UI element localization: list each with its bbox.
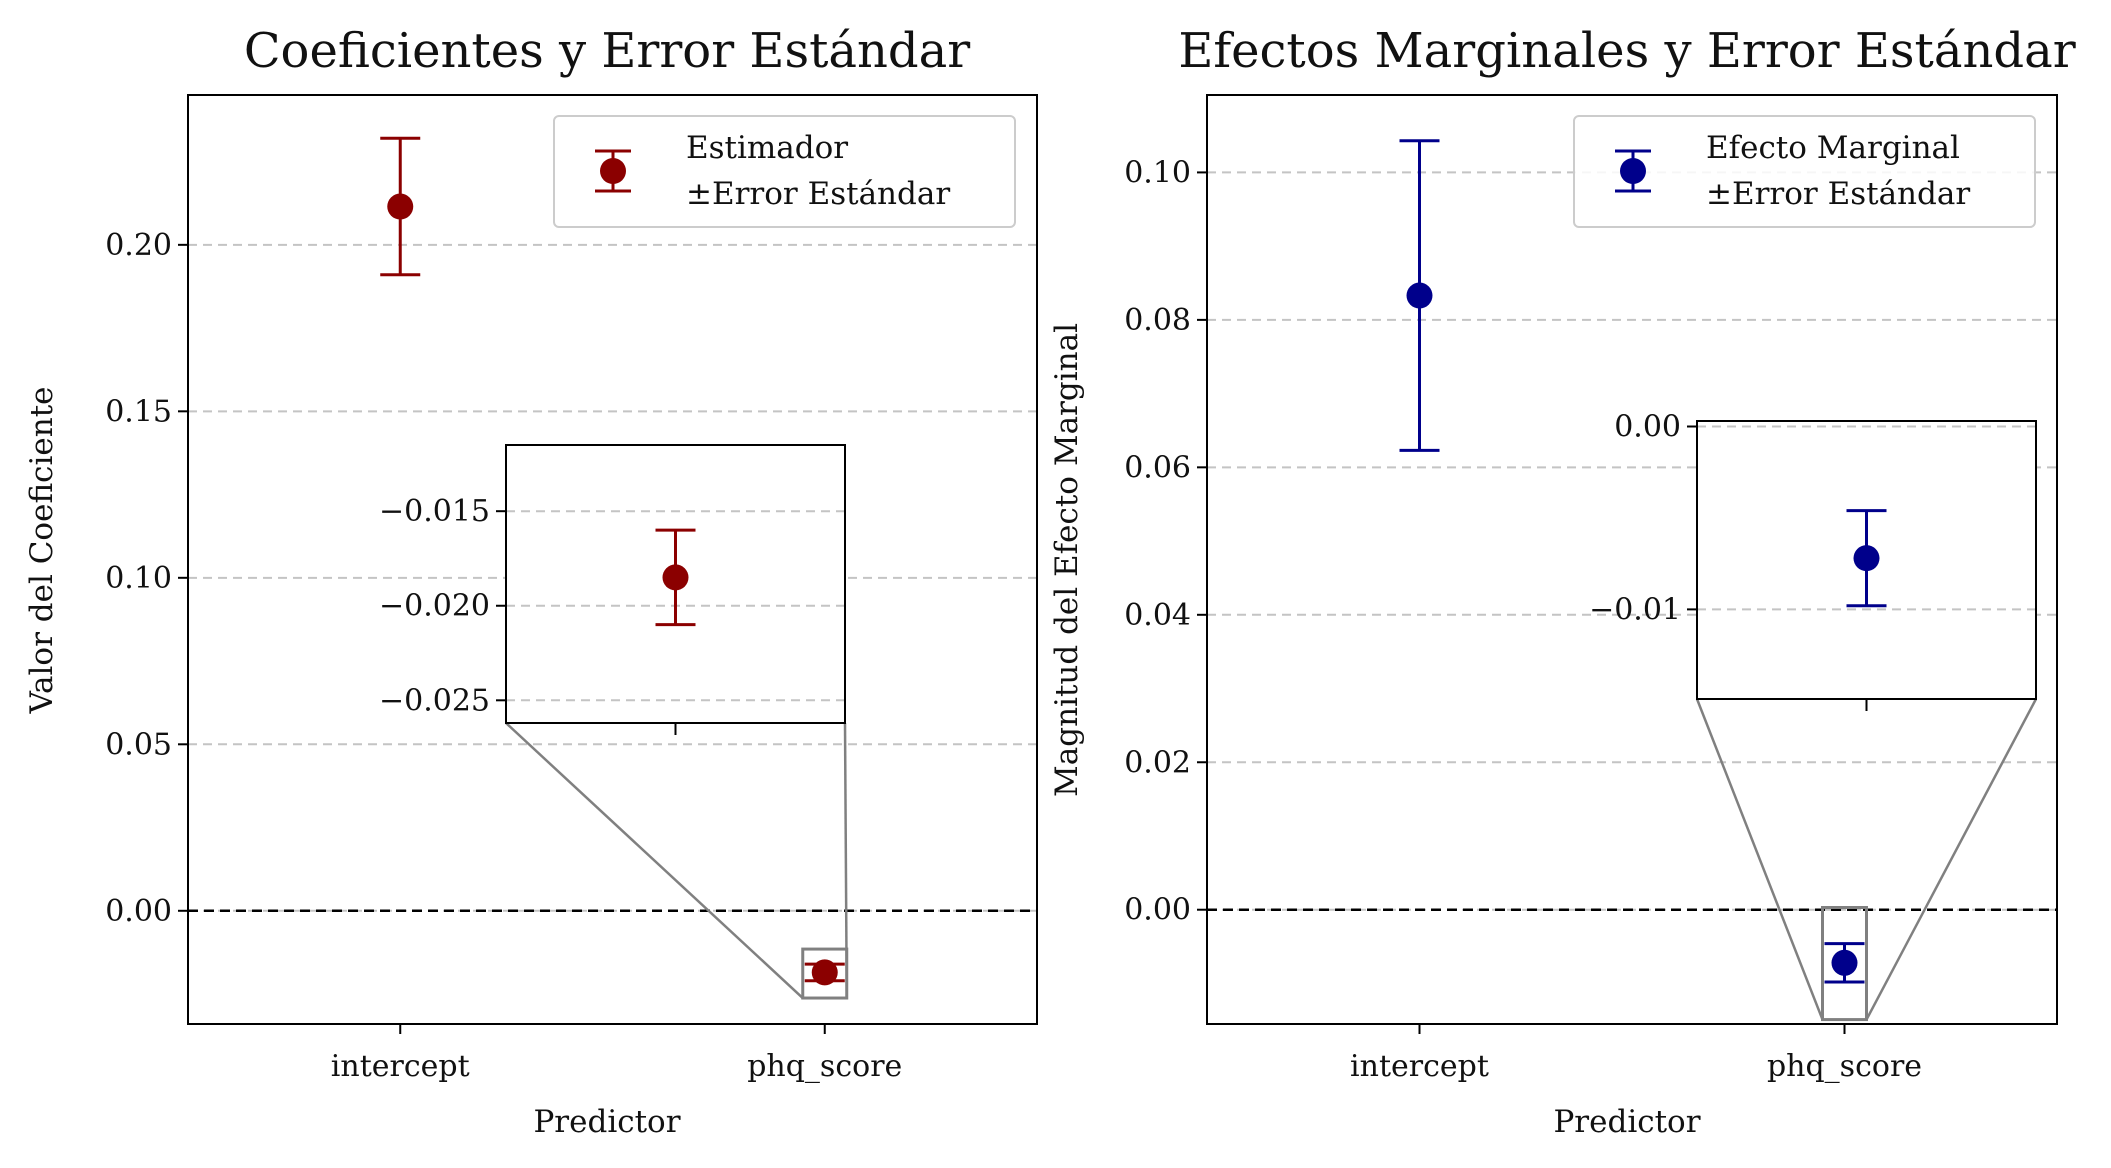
marginal-effects-axes-frame xyxy=(1206,94,2058,1025)
coefficients-legend-marker xyxy=(595,149,631,193)
marginal-effects-ytick-label: 0.08 xyxy=(1124,303,1191,338)
marginal-effects-errorbar xyxy=(1824,942,1865,984)
coefficients-x-ticks: intercept phq_score xyxy=(331,1024,902,1084)
marginal-effects-legend-label-1: Efecto Marginal xyxy=(1706,130,1960,166)
marginal-effects-y-ticks: 0.00 0.02 0.04 0.06 0.08 0.10 xyxy=(1124,155,1207,928)
marginal-effects-ytick-label: 0.00 xyxy=(1124,893,1191,928)
coefficients-ylabel: Valor del Coeficiente xyxy=(24,386,60,714)
coefficients-inset-ytick-label: −0.025 xyxy=(379,683,490,718)
coefficients-ytick-label: 0.15 xyxy=(105,394,172,429)
coefficients-series xyxy=(380,136,845,986)
coefficients-inset-errorbar xyxy=(655,528,696,627)
coefficients-ytick-label: 0.20 xyxy=(105,228,172,263)
marginal-effects-point xyxy=(1406,282,1433,309)
coefficients-inset: −0.015 −0.020 −0.025 xyxy=(379,444,846,735)
marginal-effects-inset: 0.00 −0.01 xyxy=(1589,409,2037,711)
coefficients-xtick-label: phq_score xyxy=(747,1049,902,1084)
marginal-effects-xtick-label: intercept xyxy=(1350,1049,1489,1084)
marginal-effects-inset-ytick-label: 0.00 xyxy=(1614,409,1681,444)
coefficients-inset-frame xyxy=(505,444,846,724)
marginal-effects-legend-box xyxy=(1573,115,2036,228)
coefficients-errorbar xyxy=(804,959,845,986)
marginal-effects-xtick-label: phq_score xyxy=(1767,1049,1922,1084)
coefficients-zoom-indicator xyxy=(505,722,849,1000)
coefficients-panel: Coeficientes y Error Estándar Predictor … xyxy=(24,23,1038,1140)
marginal-effects-point xyxy=(1831,949,1858,976)
coefficients-y-ticks: 0.00 0.05 0.10 0.15 0.20 xyxy=(105,228,188,929)
marginal-effects-connector-line xyxy=(1865,698,2038,1021)
marginal-effects-zoom-box xyxy=(1821,906,1868,1022)
coefficients-connector-line xyxy=(843,722,848,999)
coefficients-legend-box xyxy=(553,115,1016,228)
marginal-effects-inset-point xyxy=(1853,545,1880,572)
marginal-effects-legend: Efecto Marginal ±Error Estándar xyxy=(1573,115,2036,228)
coefficients-connector-line xyxy=(505,722,804,999)
marginal-effects-ytick-label: 0.10 xyxy=(1124,155,1191,190)
marginal-effects-series xyxy=(1399,139,1865,984)
marginal-effects-inset-ytick-label: −0.01 xyxy=(1589,592,1681,627)
coefficients-legend-label-2: ±Error Estándar xyxy=(686,176,950,212)
marginal-effects-x-ticks: intercept phq_score xyxy=(1350,1024,1922,1084)
marginal-effects-inset-errorbar xyxy=(1846,509,1887,608)
coefficients-legend-label-1: Estimador xyxy=(686,130,848,166)
marginal-effects-ylabel: Magnitud del Efecto Marginal xyxy=(1049,323,1085,797)
coefficients-inset-ytick-label: −0.015 xyxy=(379,494,490,529)
coefficients-inset-ytick-label: −0.020 xyxy=(379,589,490,624)
coefficients-inset-point xyxy=(662,564,689,591)
marginal-effects-inset-frame xyxy=(1696,420,2037,700)
coefficients-point xyxy=(811,959,838,986)
marginal-effects-ytick-label: 0.06 xyxy=(1124,450,1191,485)
marginal-effects-panel-title: Efectos Marginales y Error Estándar xyxy=(1178,23,2075,79)
coefficients-legend: Estimador ±Error Estándar xyxy=(553,115,1016,228)
marginal-effects-panel: Efectos Marginales y Error Estándar Pred… xyxy=(1049,23,2076,1140)
marginal-effects-legend-label-2: ±Error Estándar xyxy=(1706,176,1970,212)
marginal-effects-connector-line xyxy=(1695,698,1824,1021)
coefficients-errorbar xyxy=(380,136,421,277)
coefficients-axes-frame xyxy=(187,94,1038,1025)
marginal-effects-xlabel: Predictor xyxy=(1553,1104,1700,1140)
coefficients-ytick-label: 0.10 xyxy=(105,561,172,596)
coefficients-ytick-label: 0.05 xyxy=(105,727,172,762)
coefficients-ytick-label: 0.00 xyxy=(105,894,172,929)
marginal-effects-ytick-label: 0.04 xyxy=(1124,598,1191,633)
coefficients-panel-title: Coeficientes y Error Estándar xyxy=(244,23,970,79)
coefficients-xtick-label: intercept xyxy=(331,1049,470,1084)
marginal-effects-ytick-label: 0.02 xyxy=(1124,745,1191,780)
coefficients-point xyxy=(387,193,414,220)
marginal-effects-errorbar xyxy=(1399,139,1440,452)
marginal-effects-zoom-indicator xyxy=(1695,698,2038,1022)
marginal-effects-legend-marker xyxy=(1615,149,1651,193)
coefficients-xlabel: Predictor xyxy=(533,1104,680,1140)
